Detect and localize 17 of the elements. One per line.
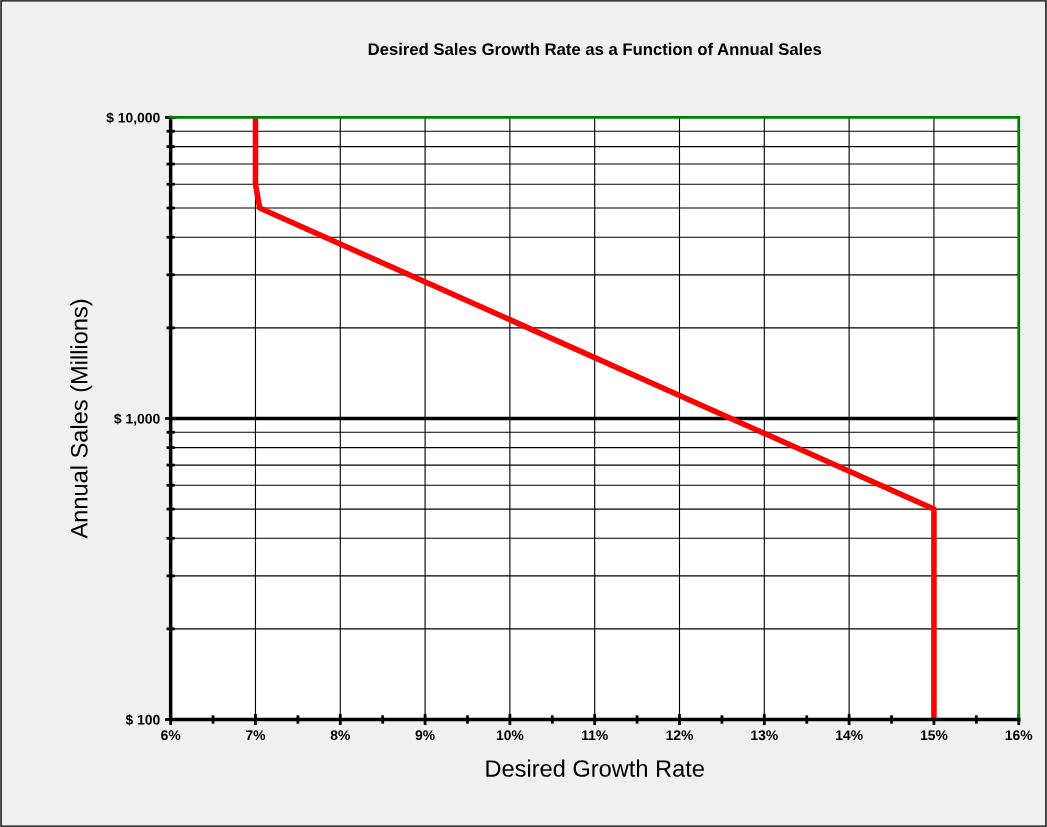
- y-tick-label: $ 10,000: [106, 112, 160, 125]
- x-tick-label: 15%: [920, 730, 948, 741]
- x-axis-title: Desired Growth Rate: [486, 759, 704, 777]
- chart-title: Desired Sales Growth Rate as a Function of Annual Sales: [368, 42, 822, 56]
- x-tick-label: 12%: [666, 730, 694, 741]
- y-tick-label: $ 100: [125, 714, 160, 726]
- y-axis-title: Annual Sales (Millions): [70, 299, 93, 539]
- x-tick-label: 16%: [1005, 730, 1033, 741]
- x-tick-label: 8%: [330, 730, 350, 741]
- x-tick-label: 11%: [582, 730, 608, 741]
- x-tick-label: 13%: [751, 730, 778, 741]
- x-tick-label: 7%: [246, 730, 266, 741]
- y-tick-label: $ 1,000: [114, 413, 160, 426]
- x-tick-label: 14%: [836, 730, 863, 741]
- x-tick-label: 9%: [415, 730, 435, 741]
- x-tick-label: 6%: [161, 730, 181, 741]
- x-tick-label: 10%: [496, 730, 524, 741]
